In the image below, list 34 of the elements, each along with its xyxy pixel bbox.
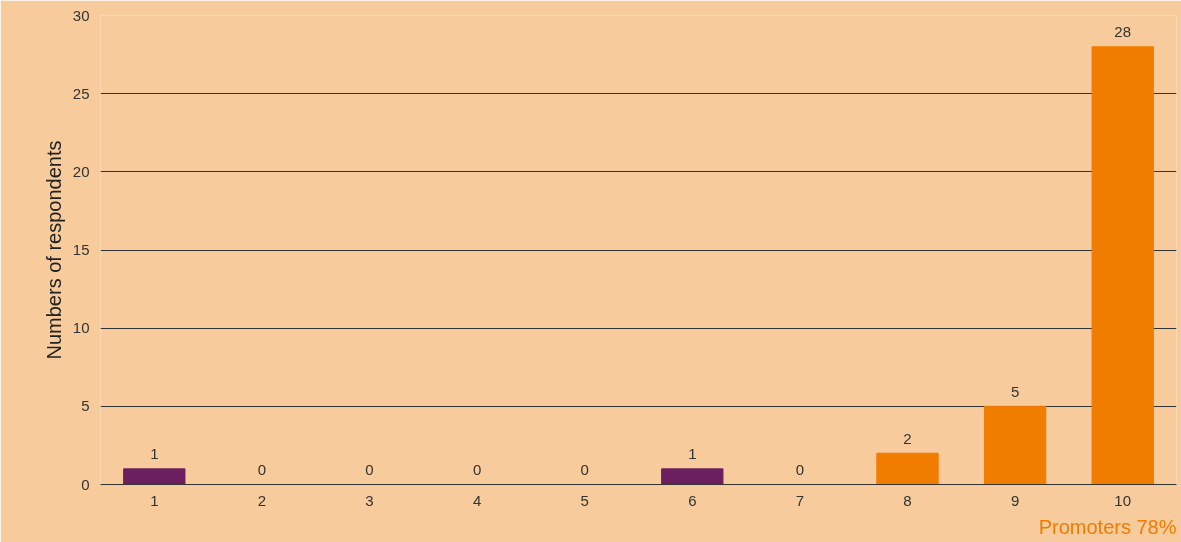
- data-label: 0: [257, 461, 267, 479]
- x-tick-label: 1: [150, 491, 159, 509]
- x-tick-label: 5: [580, 491, 589, 509]
- bar: [876, 452, 939, 485]
- y-tick-label: 10: [72, 319, 90, 337]
- y-tick-label: 25: [72, 84, 90, 102]
- x-tick-label: 9: [1010, 491, 1020, 509]
- data-label: 0: [795, 461, 805, 479]
- x-tick-label: 10: [1114, 491, 1132, 509]
- y-tick-label: 15: [72, 241, 90, 258]
- y-axis-title: Numbers of respondents: [42, 140, 65, 360]
- bar: [661, 468, 724, 485]
- text: Promoters 78%: [1038, 515, 1177, 538]
- x-tick-label: 6: [688, 491, 697, 509]
- bar: [123, 468, 186, 485]
- data-label: 1: [150, 445, 159, 463]
- x-tick-label: 8: [903, 491, 912, 509]
- data-label: 0: [472, 461, 482, 479]
- data-label: 5: [1010, 382, 1020, 400]
- y-tick-label: 20: [72, 162, 90, 180]
- data-label: 2: [903, 429, 912, 447]
- x-tick-label: 2: [257, 491, 267, 509]
- data-label: 0: [365, 461, 374, 479]
- bar: [983, 405, 1047, 485]
- data-label: 1: [688, 445, 697, 463]
- data-label: 0: [580, 461, 589, 479]
- y-tick-label: 5: [81, 397, 90, 415]
- y-tick-label: 0: [81, 475, 90, 493]
- data-label: 28: [1114, 23, 1132, 41]
- bar: [1091, 46, 1154, 485]
- x-tick-label: 3: [365, 491, 374, 509]
- y-tick-label: 30: [72, 6, 90, 24]
- x-tick-label: 4: [472, 491, 482, 509]
- x-tick-label: 7: [795, 491, 805, 509]
